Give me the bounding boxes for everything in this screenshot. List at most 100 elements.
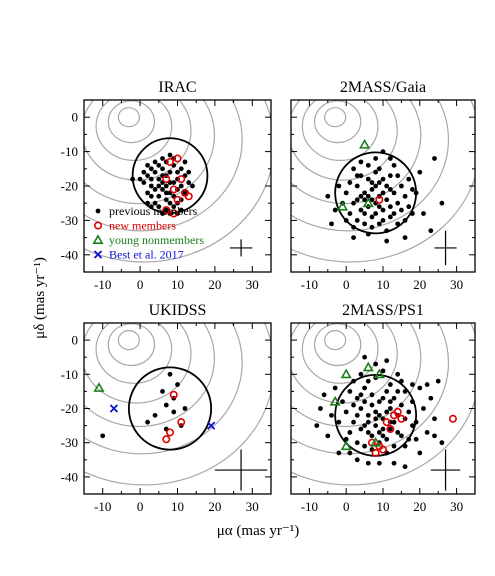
previous-member-point	[376, 430, 382, 435]
new-member-point	[169, 390, 178, 399]
previous-member-point	[402, 193, 408, 199]
previous-member-point	[413, 436, 419, 442]
previous-member-point	[354, 197, 360, 203]
x-tick-label: 30	[246, 499, 259, 514]
new-member-point	[169, 185, 178, 194]
previous-member-point	[395, 371, 401, 377]
previous-member-point	[387, 187, 393, 192]
previous-member-point	[362, 385, 367, 391]
previous-member-point	[439, 200, 445, 206]
panel-title: UKIDSS	[149, 302, 207, 319]
previous-member-point	[362, 443, 367, 449]
previous-member-point	[163, 207, 169, 213]
previous-member-point	[413, 419, 419, 425]
previous-member-point	[325, 433, 331, 439]
previous-member-point	[399, 378, 404, 384]
error-bar	[229, 239, 253, 257]
previous-member-point	[413, 190, 419, 196]
previous-member-point	[347, 430, 353, 435]
previous-member-point	[391, 419, 397, 425]
y-tick-label: 0	[72, 333, 79, 348]
density-contour	[291, 323, 475, 486]
previous-member-point	[376, 460, 382, 466]
legend-label: young nonmembers	[109, 233, 204, 247]
legend-marker-circle	[94, 221, 103, 230]
previous-member-point	[387, 214, 393, 220]
previous-member-point	[332, 207, 338, 213]
previous-member-point	[175, 169, 180, 175]
previous-member-point	[384, 358, 390, 364]
previous-member-point	[406, 204, 412, 210]
y-tick-label: -30	[61, 213, 78, 228]
density-contour	[313, 100, 362, 144]
chart-panel-4: 2MASS/PS1 -10 0 10 20 30	[290, 302, 476, 514]
x-tick-label: 30	[450, 277, 463, 292]
previous-member-point	[145, 419, 150, 425]
previous-member-point	[365, 193, 371, 199]
previous-member-point	[406, 176, 412, 182]
previous-member-point	[145, 190, 150, 196]
previous-member-point	[314, 423, 320, 428]
previous-member-point	[145, 200, 150, 206]
previous-member-point	[137, 176, 143, 182]
new-member-point	[386, 425, 395, 434]
previous-member-point	[354, 395, 360, 401]
previous-member-point	[336, 419, 342, 425]
previous-member-point	[171, 180, 177, 185]
density-contour	[291, 100, 450, 232]
plot-frame	[83, 322, 272, 495]
new-member-point	[184, 192, 193, 201]
previous-member-point	[380, 218, 386, 223]
density-contour	[291, 100, 398, 181]
previous-member-point	[421, 406, 426, 411]
previous-member-point	[376, 166, 382, 172]
young-nonmember-point	[362, 361, 374, 372]
previous-member-point	[369, 197, 375, 203]
previous-member-point	[380, 176, 386, 182]
previous-member-point	[354, 173, 360, 179]
density-contour	[84, 100, 271, 263]
previous-member-point	[365, 460, 371, 466]
error-bar	[430, 449, 461, 491]
young-nonmember-point	[329, 395, 341, 406]
previous-member-point	[380, 368, 386, 374]
density-contour	[117, 330, 140, 351]
previous-member-point	[380, 426, 386, 432]
panel-title: IRAC	[158, 79, 196, 96]
previous-member-point	[160, 389, 165, 394]
previous-member-point	[351, 235, 356, 241]
previous-member-point	[148, 193, 154, 199]
x-tick-label: 0	[137, 277, 144, 292]
previous-member-point	[156, 183, 162, 189]
previous-member-point	[152, 200, 158, 206]
young-nonmember-point	[362, 197, 374, 208]
data-points	[314, 354, 457, 470]
previous-member-point	[329, 412, 334, 418]
data-points	[130, 152, 195, 218]
legend-marker-triangle	[92, 234, 104, 244]
previous-member-point	[141, 180, 147, 185]
previous-member-point	[384, 409, 390, 415]
new-member-point	[382, 418, 391, 427]
previous-member-point	[428, 395, 434, 401]
x-tick-label: 30	[246, 277, 259, 292]
previous-member-point	[152, 187, 158, 192]
chart-panel-3: UKIDSS -10 0 10 20 30 0 -10 -20 -30 -40	[61, 302, 272, 514]
previous-member-point	[163, 402, 169, 408]
previous-member-point	[395, 200, 401, 206]
previous-member-point	[417, 169, 423, 175]
previous-member-point	[410, 423, 415, 428]
previous-member-point	[354, 183, 360, 189]
x-tick-label: -10	[94, 277, 111, 292]
previous-member-point	[373, 361, 379, 367]
legend-marker-dot	[95, 208, 101, 214]
young-nonmember-point	[370, 436, 382, 447]
density-contour	[313, 323, 362, 367]
previous-member-point	[391, 395, 397, 401]
previous-member-point	[439, 440, 445, 446]
error-bar	[434, 230, 457, 266]
previous-member-point	[406, 409, 412, 415]
new-member-point	[162, 175, 171, 184]
previous-member-point	[358, 426, 364, 432]
